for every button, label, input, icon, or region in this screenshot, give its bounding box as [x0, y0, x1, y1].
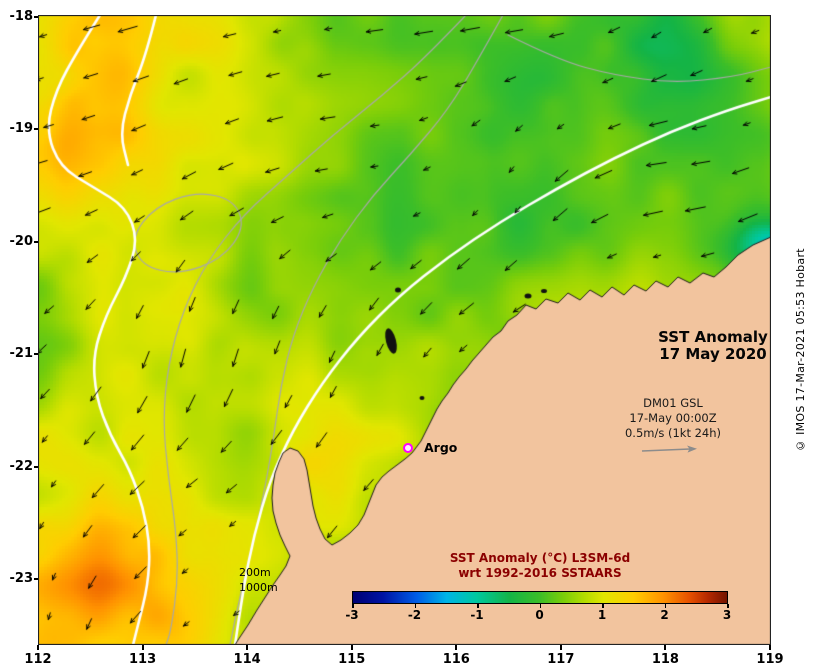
x-tick-label: 115	[338, 652, 366, 667]
colorbar-title-line2: wrt 1992-2016 SSTAARS	[458, 565, 622, 580]
x-tick-label: 117	[547, 652, 575, 667]
gsl-info-block: DM01 GSL 17-May 00:00Z 0.5m/s (1kt 24h)	[608, 396, 738, 441]
y-tick-mark	[34, 240, 38, 243]
isobath-label-200m: 200m	[239, 566, 271, 579]
y-tick-label: -23	[9, 571, 34, 586]
colorbar-tick-mark	[727, 604, 729, 608]
x-tick-label: 114	[233, 652, 261, 667]
colorbar-tick-mark	[539, 604, 541, 608]
colorbar	[352, 591, 728, 604]
colorbar-tick-label: 1	[597, 608, 607, 622]
y-tick-mark	[34, 465, 38, 468]
colorbar-tick-mark	[477, 604, 479, 608]
colorbar-title: SST Anomaly (°C) L3SM-6d wrt 1992-2016 S…	[388, 551, 692, 580]
x-tick-mark	[559, 645, 562, 650]
colorbar-title-line1: SST Anomaly (°C) L3SM-6d	[449, 551, 631, 565]
x-tick-label: 118	[651, 652, 679, 667]
y-tick-label: -22	[9, 458, 34, 474]
colorbar-tick-label: 0	[535, 608, 544, 622]
map-title: SST Anomaly 17 May 2020	[652, 329, 774, 363]
colorbar-tick-mark	[352, 604, 354, 608]
credit-text: © IMOS 17-Mar-2021 05:53 Hobart	[794, 248, 807, 452]
colorbar-tick-label: -2	[407, 608, 422, 622]
x-tick-label: 112	[24, 652, 52, 667]
colorbar-tick-mark	[414, 604, 416, 608]
colorbar-tick-label: 3	[722, 608, 732, 622]
x-tick-label: 116	[442, 652, 470, 667]
y-tick-label: -21	[9, 346, 34, 362]
x-tick-mark	[141, 645, 144, 650]
sst-map-canvas	[38, 15, 771, 645]
y-tick-mark	[34, 353, 38, 356]
map-title-line1: SST Anomaly	[658, 328, 768, 346]
colorbar-tick-label: 2	[660, 608, 669, 622]
x-tick-mark	[664, 645, 667, 650]
x-tick-label: 113	[128, 652, 157, 667]
colorbar-tick-mark	[664, 604, 666, 608]
isobath-label-1000m: 1000m	[239, 581, 278, 594]
map-title-date: 17 May 2020	[659, 345, 767, 363]
colorbar-tick-label: -1	[470, 608, 484, 622]
x-tick-mark	[350, 645, 353, 650]
y-tick-mark	[34, 128, 38, 131]
x-tick-mark	[768, 645, 771, 650]
argo-label: Argo	[424, 440, 458, 455]
x-tick-mark	[246, 645, 249, 650]
colorbar-tick-mark	[602, 604, 604, 608]
colorbar-tick-label: -3	[345, 608, 359, 622]
y-tick-label: -20	[9, 233, 34, 249]
gsl-scale-label: 0.5m/s (1kt 24h)	[624, 426, 722, 440]
y-tick-mark	[34, 578, 38, 580]
y-tick-label: -18	[9, 9, 34, 24]
gsl-run-label: DM01 GSL	[643, 396, 703, 410]
argo-float-marker[interactable]	[403, 443, 413, 453]
x-tick-mark	[455, 645, 458, 650]
x-tick-label: 119	[756, 652, 784, 667]
x-tick-mark	[37, 645, 39, 650]
gsl-time-label: 17-May 00:00Z	[629, 411, 717, 425]
velocity-scale-arrow-icon	[641, 445, 697, 453]
y-tick-mark	[34, 16, 38, 18]
y-tick-label: -19	[9, 121, 34, 137]
